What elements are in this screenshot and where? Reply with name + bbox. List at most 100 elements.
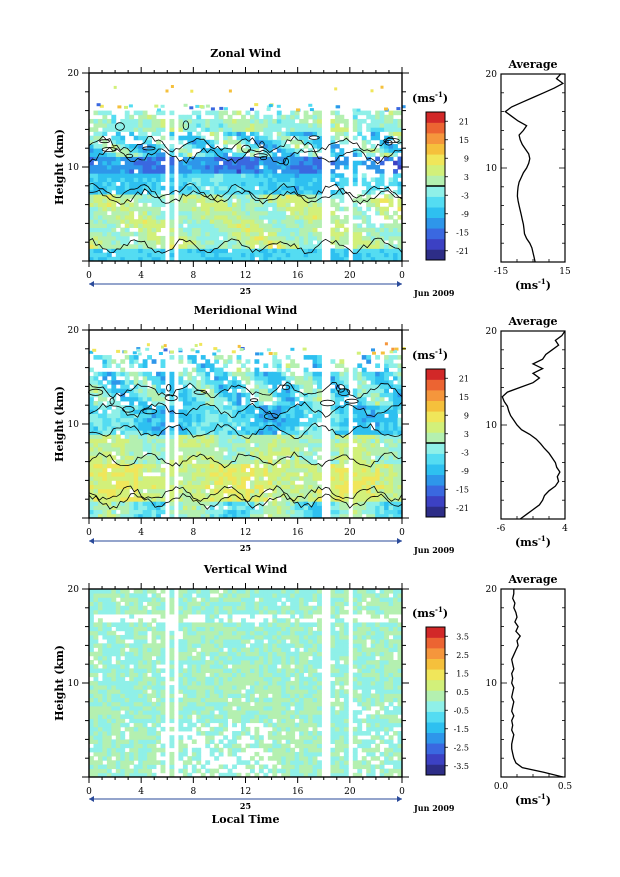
heatmap-cell: [178, 169, 183, 174]
heatmap-cell: [111, 739, 116, 744]
heatmap-cell: [143, 127, 148, 132]
heatmap-cell: [210, 223, 215, 228]
heatmap-cell: [263, 447, 268, 452]
heatmap-cell: [380, 422, 385, 427]
heatmap-cell: [219, 397, 224, 402]
heatmap-cell: [286, 123, 291, 128]
heatmap-cell: [339, 505, 344, 510]
heatmap-cell: [116, 131, 121, 136]
heatmap-cell: [313, 397, 318, 402]
heatmap-cell: [330, 253, 335, 258]
heatmap-cell: [183, 422, 188, 427]
heatmap-cell: [389, 232, 394, 237]
heatmap-cell: [219, 228, 224, 233]
heatmap-cell: [228, 447, 233, 452]
colorbar-swatch: [426, 475, 445, 486]
heatmap-cell: [232, 248, 237, 253]
heatmap-cell: [232, 447, 237, 452]
heatmap-cell: [187, 169, 192, 174]
heatmap-cell: [313, 443, 318, 448]
heatmap-cell: [380, 480, 385, 485]
unit-base: (ms: [515, 279, 538, 292]
heatmap-cell: [299, 443, 304, 448]
colorbar-swatch: [426, 165, 445, 176]
heatmap-cell: [134, 123, 139, 128]
heatmap-cell: [183, 136, 188, 141]
profile-y-tick-label: 20: [486, 327, 498, 337]
heatmap-cell: [308, 434, 313, 439]
heatmap-cell: [335, 510, 340, 515]
heatmap-cell: [313, 236, 318, 241]
heatmap-cell: [120, 157, 125, 162]
heatmap-cell: [124, 106, 128, 109]
heatmap-cell: [308, 115, 313, 120]
heatmap-cell: [277, 422, 282, 427]
heatmap-cell: [254, 115, 259, 120]
heatmap-cell: [228, 443, 233, 448]
heatmap-cell: [98, 480, 103, 485]
heatmap-cell: [335, 505, 340, 510]
heatmap-cell: [393, 418, 398, 423]
heatmap-cell: [102, 228, 107, 233]
heatmap-cell: [295, 228, 300, 233]
heatmap-cell: [134, 468, 139, 473]
heatmap-cell: [344, 439, 349, 444]
heatmap-cell: [237, 219, 242, 224]
heatmap-cell: [393, 228, 398, 233]
heatmap-cell: [93, 186, 98, 191]
heatmap-cell: [102, 182, 107, 187]
heatmap-cell: [339, 426, 344, 431]
heatmap-cell: [357, 434, 362, 439]
heatmap-cell: [384, 480, 389, 485]
heatmap-cell: [152, 165, 157, 170]
heatmap-cell: [375, 211, 380, 216]
heatmap-cell: [353, 434, 358, 439]
heatmap-cell: [183, 368, 188, 373]
heatmap-cell: [299, 422, 304, 427]
heatmap-cell: [380, 127, 385, 132]
heatmap-cell: [268, 182, 273, 187]
heatmap-cell: [223, 372, 228, 377]
heatmap-cell: [187, 253, 192, 258]
heatmap-cell: [116, 443, 121, 448]
heatmap-cell: [330, 359, 335, 364]
heatmap-cell: [357, 363, 362, 368]
heatmap-cell: [107, 447, 112, 452]
heatmap-cell: [120, 173, 125, 178]
heatmap-cell: [232, 476, 237, 481]
heatmap-cell: [102, 714, 107, 719]
heatmap-cell: [371, 468, 376, 473]
heatmap-cell: [161, 173, 166, 178]
heatmap-cell: [156, 405, 161, 410]
heatmap-cell: [120, 359, 125, 364]
heatmap-cell: [389, 115, 394, 120]
heatmap-cell: [93, 710, 98, 715]
heatmap-cell: [157, 109, 161, 112]
heatmap-cell: [129, 173, 134, 178]
heatmap-cell: [393, 248, 398, 253]
heatmap-cell: [169, 468, 174, 473]
heatmap-cell: [205, 203, 210, 208]
heatmap-cell: [254, 368, 259, 373]
heatmap-cell: [304, 236, 309, 241]
heatmap-cell: [357, 232, 362, 237]
heatmap-cell: [196, 240, 201, 245]
heatmap-cell: [304, 414, 309, 419]
heatmap-cell: [353, 152, 358, 157]
heatmap-cell: [344, 426, 349, 431]
heatmap-cell: [246, 489, 251, 494]
heatmap-cell: [254, 489, 259, 494]
heatmap-cell: [366, 430, 371, 435]
heatmap-cell: [107, 485, 112, 490]
heatmap-cell: [147, 119, 152, 124]
heatmap-cell: [393, 232, 398, 237]
heatmap-cell: [178, 228, 183, 233]
heatmap-cell: [313, 123, 318, 128]
heatmap-cell: [161, 157, 166, 162]
unit-base: (ms: [515, 536, 538, 549]
heatmap-cell: [241, 430, 246, 435]
heatmap-cell: [250, 232, 255, 237]
heatmap-cell: [281, 476, 286, 481]
heatmap-cell: [187, 414, 192, 419]
heatmap-cell: [330, 127, 335, 132]
